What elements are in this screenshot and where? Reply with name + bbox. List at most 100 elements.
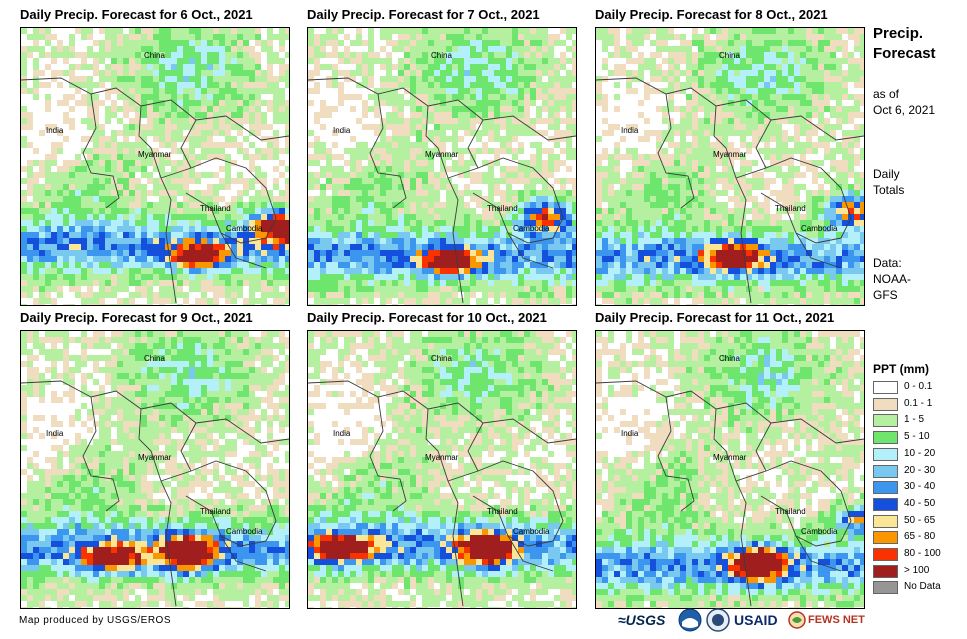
country-border [220,232,267,269]
precip-map: China India Myanmar Thailand Cambodia [595,27,865,306]
label-india: India [621,126,639,135]
label-cambodia: Cambodia [513,224,550,233]
precip-map: China India Myanmar Thailand Cambodia [307,330,577,609]
seal-logo [706,606,730,634]
legend-swatch [873,381,898,394]
precip-map-graphic [308,28,576,305]
legend-label: 20 - 30 [904,464,936,476]
panel-title: Daily Precip. Forecast for 8 Oct., 2021 [595,7,828,22]
label-cambodia: Cambodia [226,224,263,233]
sidebar-title: Precip. Forecast [873,24,936,64]
legend-swatch [873,531,898,545]
sidebar-title-line1: Precip. [873,25,924,42]
country-border [755,422,772,472]
country-border [713,408,752,607]
country-border [467,422,484,472]
precip-map-graphic [596,331,864,608]
panel-title: Daily Precip. Forecast for 7 Oct., 2021 [307,7,540,22]
legend-label: 10 - 20 [904,447,936,459]
country-border [596,77,864,141]
legend-swatch [873,514,898,528]
fews-net-label: FEWS NET [808,614,865,626]
precip-raster [308,331,576,608]
label-china: China [719,51,740,60]
label-india: India [333,429,351,438]
daily-totals-note: Daily Totals [873,166,904,198]
legend-swatch [873,414,898,428]
label-china: China [144,354,165,363]
panel-title: Daily Precip. Forecast for 9 Oct., 2021 [20,310,253,325]
label-myanmar: Myanmar [138,150,172,159]
precip-raster [21,331,289,608]
legend-swatch [873,447,898,461]
label-thailand: Thailand [200,507,231,516]
sidebar-title-line2: Forecast [873,45,936,62]
label-china: China [144,51,165,60]
legend-swatch [873,431,898,445]
legend-swatch [873,497,898,511]
label-india: India [621,429,639,438]
country-border [138,105,177,304]
legend-label: 50 - 65 [904,514,936,526]
label-cambodia: Cambodia [226,527,263,536]
label-india: India [333,126,351,135]
label-thailand: Thailand [487,204,518,213]
country-border [657,93,695,209]
country-border [180,422,197,472]
precip-raster [596,28,864,305]
precip-raster [21,28,289,305]
country-border [308,380,576,444]
country-border [425,408,464,607]
data-source-label: Data: [873,256,902,270]
label-cambodia: Cambodia [801,527,838,536]
daily-label: Daily [873,167,900,181]
country-border [795,535,842,572]
country-border [596,380,864,444]
label-thailand: Thailand [775,204,806,213]
legend-label: 80 - 100 [904,548,941,559]
label-myanmar: Myanmar [425,453,459,462]
legend-label: 0 - 0.1 [904,381,933,392]
country-border [21,380,289,444]
legend-label: > 100 [904,564,930,576]
label-myanmar: Myanmar [713,453,747,462]
country-border [425,105,464,304]
legend-swatch [873,548,898,561]
precip-map-graphic [596,28,864,305]
country-border [308,77,576,141]
legend-swatch [873,564,898,578]
country-border [795,232,842,269]
legend-swatch [873,481,898,495]
country-border [82,396,120,512]
usaid-logo: USAID [734,612,778,628]
legend-swatch [873,464,898,478]
totals-label: Totals [873,183,905,197]
legend-label: 1 - 5 [904,414,925,426]
label-thailand: Thailand [775,507,806,516]
label-cambodia: Cambodia [801,224,838,233]
map-credit: Map produced by USGS/EROS [19,615,172,626]
noaa-logo-icon [678,608,702,632]
country-border [467,119,484,169]
country-border [369,396,407,512]
precip-raster [308,28,576,305]
as-of-label: as of [873,87,900,101]
data-source-line3: GFS [873,288,898,302]
legend-label: 65 - 80 [904,531,936,543]
country-border [21,77,289,141]
precip-map: China India Myanmar Thailand Cambodia [20,27,290,306]
logo-strip: ≈USGS USAID FEWS NET [618,606,866,634]
country-border [657,396,695,512]
precip-map-graphic [21,331,289,608]
country-border [713,105,752,304]
country-border [82,93,120,209]
country-border [220,535,267,572]
fews-net-logo: FEWS NET [788,606,866,634]
label-china: China [431,354,452,363]
panel-title: Daily Precip. Forecast for 6 Oct., 2021 [20,7,253,22]
as-of-value: Oct 6, 2021 [873,103,936,117]
label-china: China [431,51,452,60]
label-cambodia: Cambodia [513,527,550,536]
label-myanmar: Myanmar [425,150,459,159]
panel-title: Daily Precip. Forecast for 10 Oct., 2021 [307,310,547,325]
